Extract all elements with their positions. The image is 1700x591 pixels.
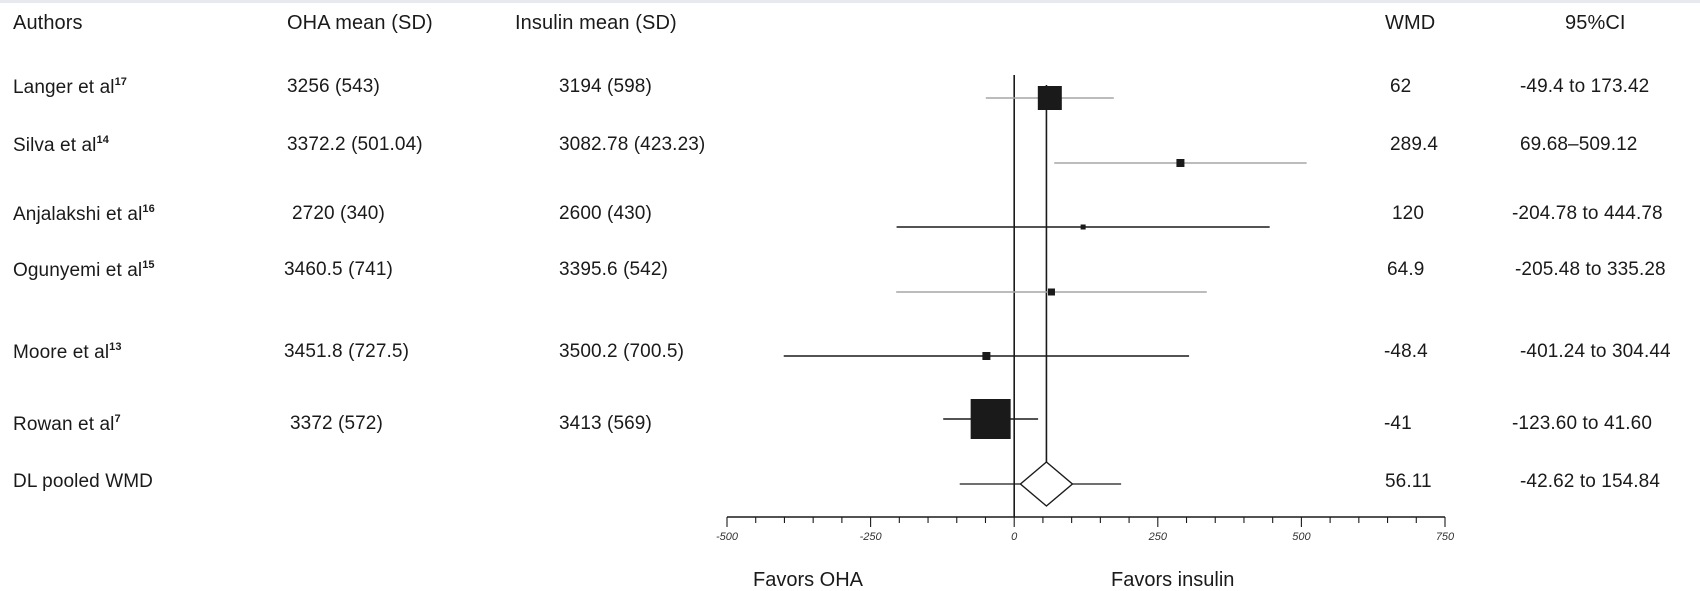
header-oha: OHA mean (SD) bbox=[287, 12, 433, 34]
study-wmd-rowan: -41 bbox=[1384, 413, 1412, 434]
study-oha-ogunyemi: 3460.5 (741) bbox=[284, 259, 393, 280]
pooled-label: DL pooled WMD bbox=[13, 471, 153, 492]
study-ci-rowan: -123.60 to 41.60 bbox=[1512, 413, 1652, 434]
study-wmd-ogunyemi: 64.9 bbox=[1387, 259, 1425, 280]
pooled-wmd: 56.11 bbox=[1385, 471, 1432, 492]
header-wmd: WMD bbox=[1385, 12, 1436, 34]
study-oha-silva: 3372.2 (501.04) bbox=[287, 134, 423, 155]
study-author-moore: Moore et al13 bbox=[13, 341, 122, 363]
estimate-square bbox=[1047, 288, 1055, 296]
estimate-square bbox=[1037, 86, 1062, 110]
study-insulin-langer: 3194 (598) bbox=[559, 76, 652, 97]
study-oha-rowan: 3372 (572) bbox=[290, 413, 383, 434]
study-ci-ogunyemi: -205.48 to 335.28 bbox=[1515, 259, 1666, 280]
x-tick-label: -500 bbox=[716, 531, 739, 543]
estimate-square bbox=[1176, 159, 1185, 167]
study-insulin-rowan: 3413 (569) bbox=[559, 413, 652, 434]
pooled-ci: -42.62 to 154.84 bbox=[1520, 471, 1660, 492]
header-ci: 95%CI bbox=[1565, 12, 1626, 34]
study-oha-anjalakshi: 2720 (340) bbox=[292, 203, 385, 224]
study-author-ogunyemi: Ogunyemi et al15 bbox=[13, 259, 155, 281]
study-ci-moore: -401.24 to 304.44 bbox=[1520, 341, 1671, 362]
header-authors: Authors bbox=[13, 12, 83, 34]
study-insulin-silva: 3082.78 (423.23) bbox=[559, 134, 706, 155]
x-tick-label: -250 bbox=[860, 531, 883, 543]
estimate-square bbox=[970, 399, 1011, 439]
study-insulin-anjalakshi: 2600 (430) bbox=[559, 203, 652, 224]
study-oha-langer: 3256 (543) bbox=[287, 76, 380, 97]
estimate-square bbox=[1080, 224, 1086, 230]
study-author-anjalakshi: Anjalakshi et al16 bbox=[13, 203, 155, 225]
pooled-diamond bbox=[1019, 461, 1074, 507]
study-wmd-langer: 62 bbox=[1390, 76, 1412, 97]
study-ci-langer: -49.4 to 173.42 bbox=[1520, 76, 1650, 97]
study-author-langer: Langer et al17 bbox=[13, 76, 127, 98]
x-tick-label: 0 bbox=[1011, 531, 1018, 543]
study-insulin-moore: 3500.2 (700.5) bbox=[559, 341, 684, 362]
top-rule bbox=[0, 0, 1700, 3]
study-insulin-ogunyemi: 3395.6 (542) bbox=[559, 259, 668, 280]
study-ci-silva: 69.68–509.12 bbox=[1520, 134, 1638, 155]
x-tick-label: 750 bbox=[1436, 531, 1455, 543]
study-author-silva: Silva et al14 bbox=[13, 134, 109, 156]
study-oha-moore: 3451.8 (727.5) bbox=[284, 341, 409, 362]
study-wmd-silva: 289.4 bbox=[1390, 134, 1439, 155]
study-author-rowan: Rowan et al7 bbox=[13, 413, 121, 435]
estimate-square bbox=[982, 352, 991, 360]
study-wmd-anjalakshi: 120 bbox=[1392, 203, 1425, 224]
header-insulin: Insulin mean (SD) bbox=[515, 12, 677, 34]
study-wmd-moore: -48.4 bbox=[1384, 341, 1428, 362]
favors-oha-label: Favors OHA bbox=[753, 569, 864, 591]
study-ci-anjalakshi: -204.78 to 444.78 bbox=[1512, 203, 1663, 224]
favors-insulin-label: Favors insulin bbox=[1111, 569, 1235, 591]
x-tick-label: 500 bbox=[1292, 531, 1311, 543]
x-tick-label: 250 bbox=[1148, 531, 1168, 543]
